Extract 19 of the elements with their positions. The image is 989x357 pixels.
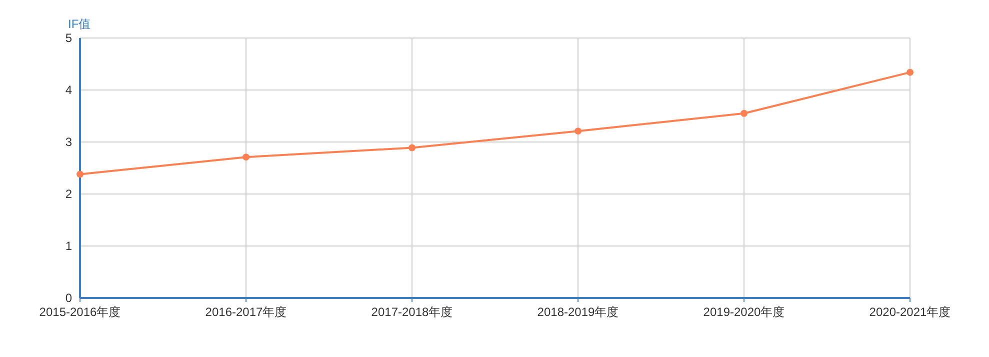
y-tick-label: 0 (65, 291, 72, 306)
x-tick-label: 2015-2016年度 (39, 305, 121, 319)
point (408, 144, 416, 152)
x-tick-label: 2020-2021年度 (869, 305, 951, 319)
point (574, 128, 582, 135)
y-tick-label: 1 (65, 239, 72, 254)
point (740, 110, 748, 117)
y-tick-label: 2 (65, 187, 72, 202)
x-tick-label: 2017-2018年度 (371, 305, 453, 319)
x-tick-label: 2016-2017年度 (205, 305, 287, 319)
y-tick-label: 4 (65, 83, 72, 98)
point (906, 68, 914, 76)
x-tick-label: 2019-2020年度 (703, 305, 785, 319)
y-tick-label: 3 (65, 135, 72, 150)
x-tick-label: 2018-2019年度 (537, 305, 619, 319)
point (76, 170, 84, 178)
y-tick-label: 5 (65, 31, 72, 46)
point (242, 154, 250, 161)
y-axis-title: IF值 (68, 17, 91, 31)
